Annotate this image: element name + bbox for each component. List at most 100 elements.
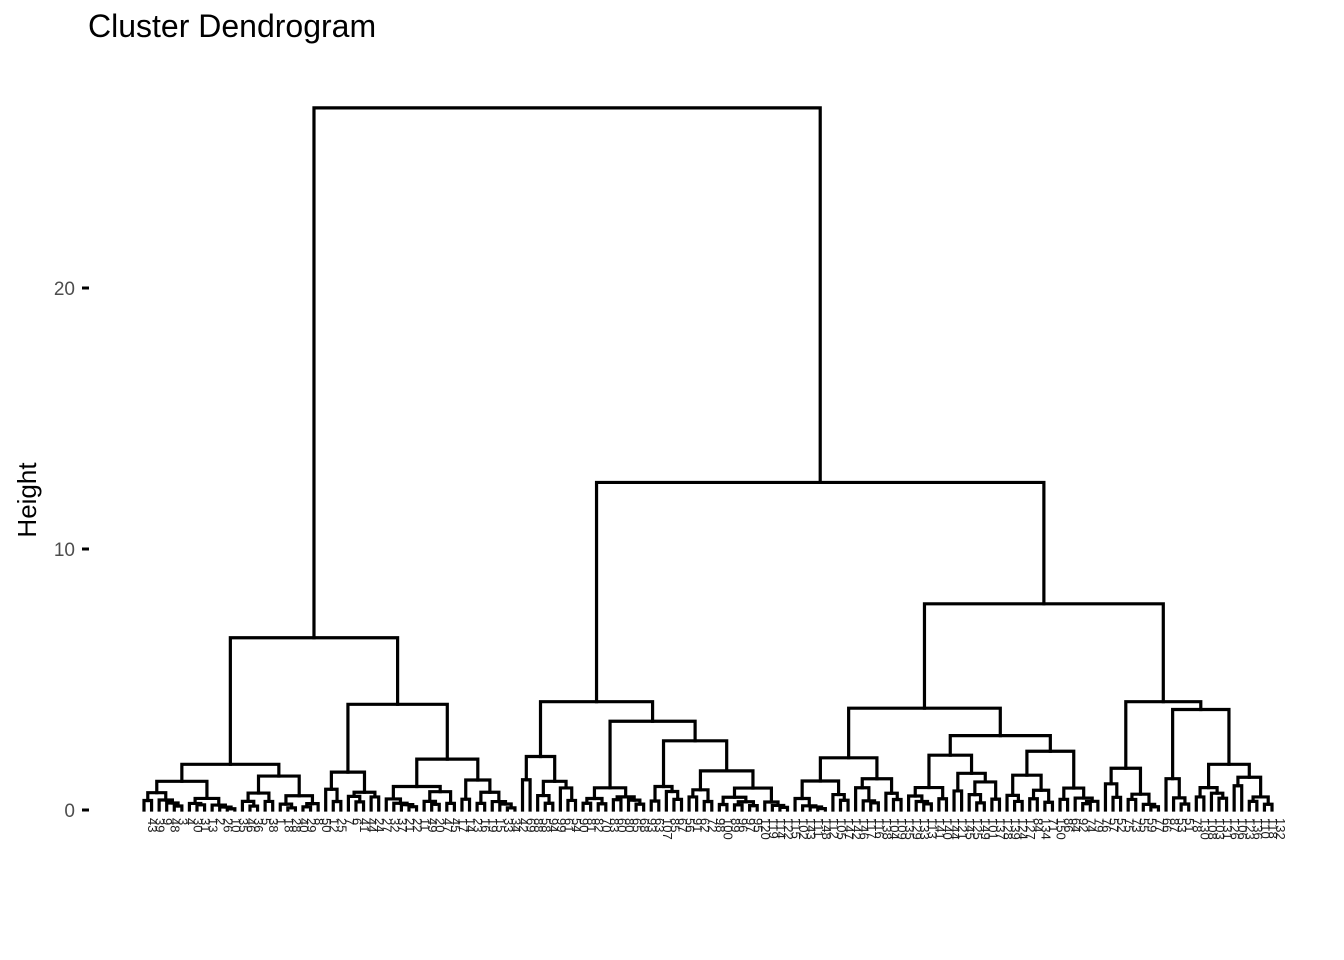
- dendrogram-branch-95: [884, 791, 899, 812]
- leaf-label-26: 26: [221, 818, 236, 832]
- leaf-label-6: 6: [349, 818, 364, 825]
- leaf-label-53: 53: [1175, 818, 1190, 832]
- dendrogram-branches: [142, 106, 1274, 812]
- leaf-label-61: 61: [561, 818, 576, 832]
- leaf-label-118: 118: [1265, 818, 1280, 839]
- leaf-label-137: 137: [993, 818, 1008, 840]
- leaf-label-31: 31: [198, 818, 213, 832]
- leaf-label-114: 114: [773, 818, 788, 839]
- leaf-label-145: 145: [963, 818, 978, 840]
- leaf-label-47: 47: [440, 818, 455, 832]
- leaf-label-111: 111: [811, 818, 826, 838]
- leaf-label-144: 144: [947, 818, 962, 840]
- dendrogram-branch-103: [952, 789, 964, 812]
- leaf-label-115: 115: [788, 818, 803, 839]
- dendrogram-branch-79: [732, 786, 774, 804]
- leaf-label-29: 29: [304, 818, 319, 832]
- leaf-label-80: 80: [622, 818, 637, 832]
- leaf-label-21: 21: [402, 818, 417, 832]
- leaf-label-99: 99: [554, 818, 569, 832]
- leaf-label-124: 124: [1016, 818, 1031, 840]
- leaf-label-107: 107: [660, 818, 675, 840]
- leaf-label-34: 34: [508, 818, 523, 832]
- dendrogram-branch-135: [1217, 796, 1229, 812]
- leaf-label-74: 74: [1084, 818, 1099, 832]
- leaf-label-125: 125: [970, 818, 985, 840]
- dendrogram-branch-96: [860, 777, 894, 795]
- dendrogram-branch-47: [346, 702, 449, 774]
- leaf-labels: 4339948343031132261035463653811828402985…: [145, 818, 1288, 840]
- leaf-label-139: 139: [1008, 818, 1023, 840]
- leaf-label-142: 142: [849, 818, 864, 840]
- leaf-label-35: 35: [236, 818, 251, 832]
- leaf-label-5: 5: [259, 818, 274, 825]
- leaf-label-42: 42: [516, 818, 531, 832]
- dendrogram-branch-123: [847, 706, 1002, 760]
- leaf-label-148: 148: [819, 818, 834, 840]
- leaf-label-143: 143: [804, 818, 819, 840]
- dendrogram-branch-48: [228, 636, 400, 766]
- leaf-label-123: 123: [1243, 818, 1258, 840]
- leaf-label-76: 76: [1099, 818, 1114, 832]
- leaf-label-120: 120: [758, 818, 773, 840]
- leaf-label-4: 4: [183, 818, 198, 825]
- dendrogram-branch-55: [524, 754, 557, 783]
- leaf-label-25: 25: [334, 818, 349, 832]
- leaf-label-14: 14: [463, 818, 478, 832]
- leaf-label-43: 43: [145, 818, 160, 832]
- leaf-label-83: 83: [607, 818, 622, 832]
- leaf-label-56: 56: [683, 818, 698, 832]
- leaf-label-89: 89: [728, 818, 743, 832]
- leaf-label-15: 15: [493, 818, 508, 832]
- leaf-label-101: 101: [985, 818, 1000, 840]
- leaf-label-45: 45: [448, 818, 463, 832]
- leaf-label-103: 103: [1212, 818, 1227, 840]
- leaf-label-30: 30: [190, 818, 205, 832]
- y-axis: 0 10 20: [54, 279, 89, 822]
- dendrogram-branch-24: [324, 787, 339, 812]
- leaf-label-93: 93: [645, 818, 660, 832]
- dendrogram-branch-147: [594, 480, 1046, 704]
- leaf-label-97: 97: [743, 818, 758, 832]
- dendrogram-branch-136: [1209, 791, 1225, 812]
- leaf-label-150: 150: [1053, 818, 1068, 840]
- leaf-label-96: 96: [735, 818, 750, 832]
- leaf-label-72: 72: [705, 818, 720, 832]
- leaf-label-109: 109: [894, 818, 909, 840]
- dendrogram-branch-45: [464, 778, 492, 801]
- leaf-label-119: 119: [766, 818, 781, 839]
- dendrogram-branch-83: [538, 700, 655, 759]
- leaf-label-141: 141: [932, 818, 947, 840]
- leaf-label-40: 40: [296, 818, 311, 832]
- leaf-label-67: 67: [675, 818, 690, 832]
- leaf-label-23: 23: [471, 818, 486, 832]
- leaf-label-112: 112: [826, 818, 841, 839]
- leaf-label-85: 85: [667, 818, 682, 832]
- leaf-label-11: 11: [418, 818, 433, 832]
- leaf-label-62: 62: [698, 818, 713, 832]
- leaf-label-52: 52: [1114, 818, 1129, 832]
- leaf-label-28: 28: [289, 818, 304, 832]
- leaf-label-33: 33: [501, 818, 516, 832]
- leaf-label-73: 73: [1129, 818, 1144, 832]
- leaf-label-69: 69: [524, 818, 539, 832]
- leaf-label-129: 129: [910, 818, 925, 840]
- leaf-label-19: 19: [486, 818, 501, 832]
- leaf-label-1: 1: [274, 818, 289, 825]
- dendrogram-branch-22: [180, 762, 281, 783]
- dendrogram-branch-144: [1171, 707, 1231, 781]
- leaf-label-48: 48: [168, 818, 183, 832]
- leaf-label-133: 133: [917, 818, 932, 840]
- y-tick-label-10: 10: [54, 540, 75, 561]
- leaf-label-46: 46: [243, 818, 258, 832]
- leaf-label-18: 18: [281, 818, 296, 832]
- leaf-label-32: 32: [387, 818, 402, 832]
- leaf-label-50: 50: [319, 818, 334, 832]
- leaf-label-68: 68: [637, 818, 652, 832]
- leaf-label-64: 64: [1069, 818, 1084, 832]
- leaf-label-100: 100: [720, 818, 735, 840]
- leaf-label-92: 92: [1076, 818, 1091, 832]
- leaf-label-49: 49: [425, 818, 440, 832]
- leaf-label-82: 82: [592, 818, 607, 832]
